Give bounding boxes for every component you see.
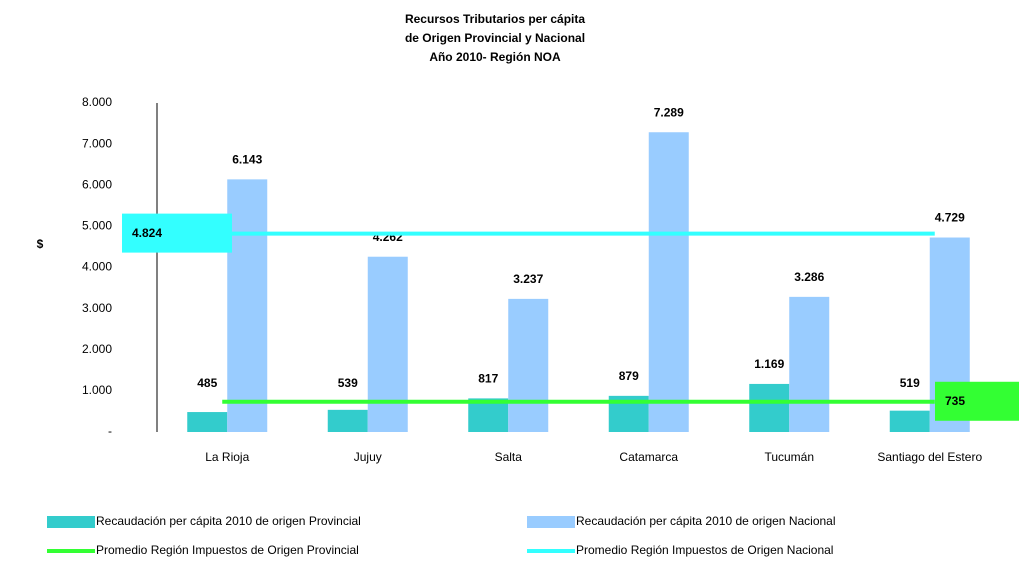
- value-label: 7.289: [654, 105, 684, 119]
- bar: [367, 256, 408, 432]
- x-tick-label: Salta: [494, 450, 522, 464]
- bar: [227, 179, 268, 432]
- bar: [889, 410, 930, 432]
- y-tick-label: 6.000: [82, 177, 112, 191]
- legend-swatch: [47, 516, 95, 528]
- value-label: 4.729: [935, 211, 965, 225]
- legend-label: Promedio Región Impuestos de Origen Naci…: [576, 543, 833, 557]
- value-label: 539: [338, 376, 358, 390]
- y-tick-label: 1.000: [82, 383, 112, 397]
- y-tick-label: 3.000: [82, 301, 112, 315]
- chart-title: Recursos Tributarios per cápita: [405, 12, 585, 26]
- x-tick-label: La Rioja: [205, 450, 250, 464]
- value-label: 1.169: [754, 357, 784, 371]
- reference-label: 4.824: [132, 226, 162, 240]
- reference-label: 735: [945, 394, 965, 408]
- value-label: 485: [197, 376, 217, 390]
- reference-label-box: [122, 213, 232, 253]
- bar: [468, 398, 509, 432]
- legend-label: Promedio Región Impuestos de Origen Prov…: [96, 543, 359, 557]
- reference-label-box: [935, 381, 1019, 421]
- y-tick-label: 8.000: [82, 95, 112, 109]
- x-tick-label: Santiago del Estero: [877, 450, 983, 464]
- y-tick-label: 7.000: [82, 136, 112, 150]
- bar: [508, 298, 549, 432]
- value-label: 6.143: [232, 153, 262, 167]
- x-tick-label: Jujuy: [353, 450, 382, 464]
- x-tick-label: Tucumán: [764, 450, 815, 464]
- bar: [648, 132, 689, 432]
- chart-title: Año 2010- Región NOA: [429, 50, 561, 64]
- y-tick-label: 2.000: [82, 342, 112, 356]
- value-label: 3.286: [794, 270, 824, 284]
- y-tick-label: -: [108, 424, 112, 438]
- y-axis-label: $: [37, 237, 44, 251]
- legend-label: Recaudación per cápita 2010 de origen Pr…: [96, 514, 361, 528]
- bar: [749, 383, 790, 432]
- chart-title: de Origen Provincial y Nacional: [405, 31, 585, 45]
- y-tick-label: 4.000: [82, 260, 112, 274]
- y-tick-label: 5.000: [82, 219, 112, 233]
- value-label: 817: [478, 372, 498, 386]
- legend-label: Recaudación per cápita 2010 de origen Na…: [576, 514, 836, 528]
- value-label: 3.237: [513, 272, 543, 286]
- bar: [187, 412, 228, 432]
- value-label: 879: [619, 369, 639, 383]
- legend-swatch: [527, 516, 575, 528]
- x-tick-label: Catamarca: [619, 450, 679, 464]
- bar: [327, 409, 368, 432]
- bar: [789, 296, 830, 432]
- value-label: 519: [900, 376, 920, 390]
